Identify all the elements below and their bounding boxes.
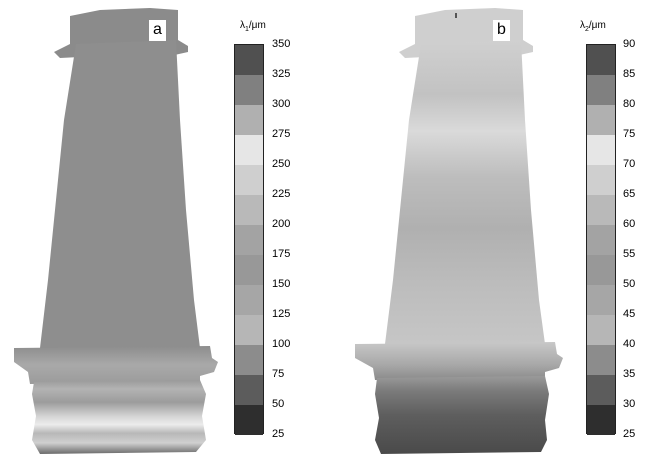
colorbar-tick-label: 30	[623, 398, 636, 410]
colorbar-tick-label: 65	[623, 188, 636, 200]
colorbar-tick-label: 125	[272, 308, 291, 320]
colorbar-tick-label: 60	[623, 218, 636, 230]
colorbar-tick-label: 90	[623, 38, 636, 50]
colorbar-symbol-b: λ	[580, 20, 585, 31]
colorbar-subscript-b: 2	[585, 26, 589, 33]
colorbar-segment	[235, 135, 263, 165]
colorbar-segment	[587, 45, 615, 75]
colorbar-tick-label: 70	[623, 158, 636, 170]
colorbar-b	[586, 44, 616, 435]
colorbar-tick-label: 150	[272, 278, 291, 290]
colorbar-segment	[587, 225, 615, 255]
colorbar-tick-label: 75	[272, 368, 285, 380]
colorbar-segment	[587, 315, 615, 345]
colorbar-segment	[587, 165, 615, 195]
colorbar-segment	[587, 375, 615, 405]
colorbar-segment	[235, 285, 263, 315]
colorbar-segment	[235, 405, 263, 435]
colorbar-segment	[235, 195, 263, 225]
blade-contour-map-a	[14, 8, 218, 454]
colorbar-subscript-a: 1	[245, 26, 249, 33]
colorbar-unit-a: /μm	[248, 20, 266, 31]
colorbar-title-a: λ1/μm	[240, 20, 266, 33]
colorbar-tick-label: 250	[272, 158, 291, 170]
colorbar-tick-label: 45	[623, 308, 636, 320]
colorbar-tick-label: 225	[272, 188, 291, 200]
colorbar-segment	[587, 405, 615, 435]
colorbar-segment	[587, 75, 615, 105]
colorbar-tick-label: 275	[272, 128, 291, 140]
panel-b: b λ2/μm 90 85 80 75 70 65 60 55 50 45 40 35 30 25	[325, 0, 649, 458]
colorbar-segment	[235, 315, 263, 345]
colorbar-tick-label: 50	[272, 398, 285, 410]
colorbar-tick-label: 25	[272, 428, 285, 440]
colorbar-segment	[235, 375, 263, 405]
colorbar-tick-label: 175	[272, 248, 291, 260]
colorbar-segment	[235, 75, 263, 105]
colorbar-tick-label: 35	[623, 368, 636, 380]
colorbar-tick-label: 80	[623, 98, 636, 110]
colorbar-unit-b: /μm	[588, 20, 606, 31]
colorbar-tick-label: 325	[272, 68, 291, 80]
colorbar-tick-label: 100	[272, 338, 291, 350]
colorbar-segment	[235, 345, 263, 375]
colorbar-tick-label: 75	[623, 128, 636, 140]
colorbar-title-b: λ2/μm	[580, 20, 606, 33]
colorbar-tick-label: 55	[623, 248, 636, 260]
colorbar-segment	[587, 285, 615, 315]
colorbar-segment	[235, 45, 263, 75]
colorbar-segment	[235, 255, 263, 285]
colorbar-symbol-a: λ	[240, 20, 245, 31]
colorbar-segment	[235, 165, 263, 195]
colorbar-segment	[235, 105, 263, 135]
colorbar-segment	[587, 345, 615, 375]
panel-label-b: b	[493, 20, 510, 41]
colorbar-tick-label: 85	[623, 68, 636, 80]
colorbar-segment	[587, 105, 615, 135]
colorbar-tick-label: 40	[623, 338, 636, 350]
panel-a: a λ1/μm 350 325 300 275 250 225 200 175 150 125 10…	[0, 0, 324, 458]
colorbar-segment	[587, 255, 615, 285]
colorbar-a	[234, 44, 264, 435]
colorbar-tick-label: 300	[272, 98, 291, 110]
colorbar-segment	[587, 135, 615, 165]
colorbar-tick-label: 350	[272, 38, 291, 50]
colorbar-segment	[587, 195, 615, 225]
blade-contour-map-b	[355, 8, 563, 454]
colorbar-tick-label: 200	[272, 218, 291, 230]
colorbar-tick-label: 25	[623, 428, 636, 440]
colorbar-tick-label: 50	[623, 278, 636, 290]
colorbar-segment	[235, 225, 263, 255]
panel-label-a: a	[149, 20, 166, 41]
